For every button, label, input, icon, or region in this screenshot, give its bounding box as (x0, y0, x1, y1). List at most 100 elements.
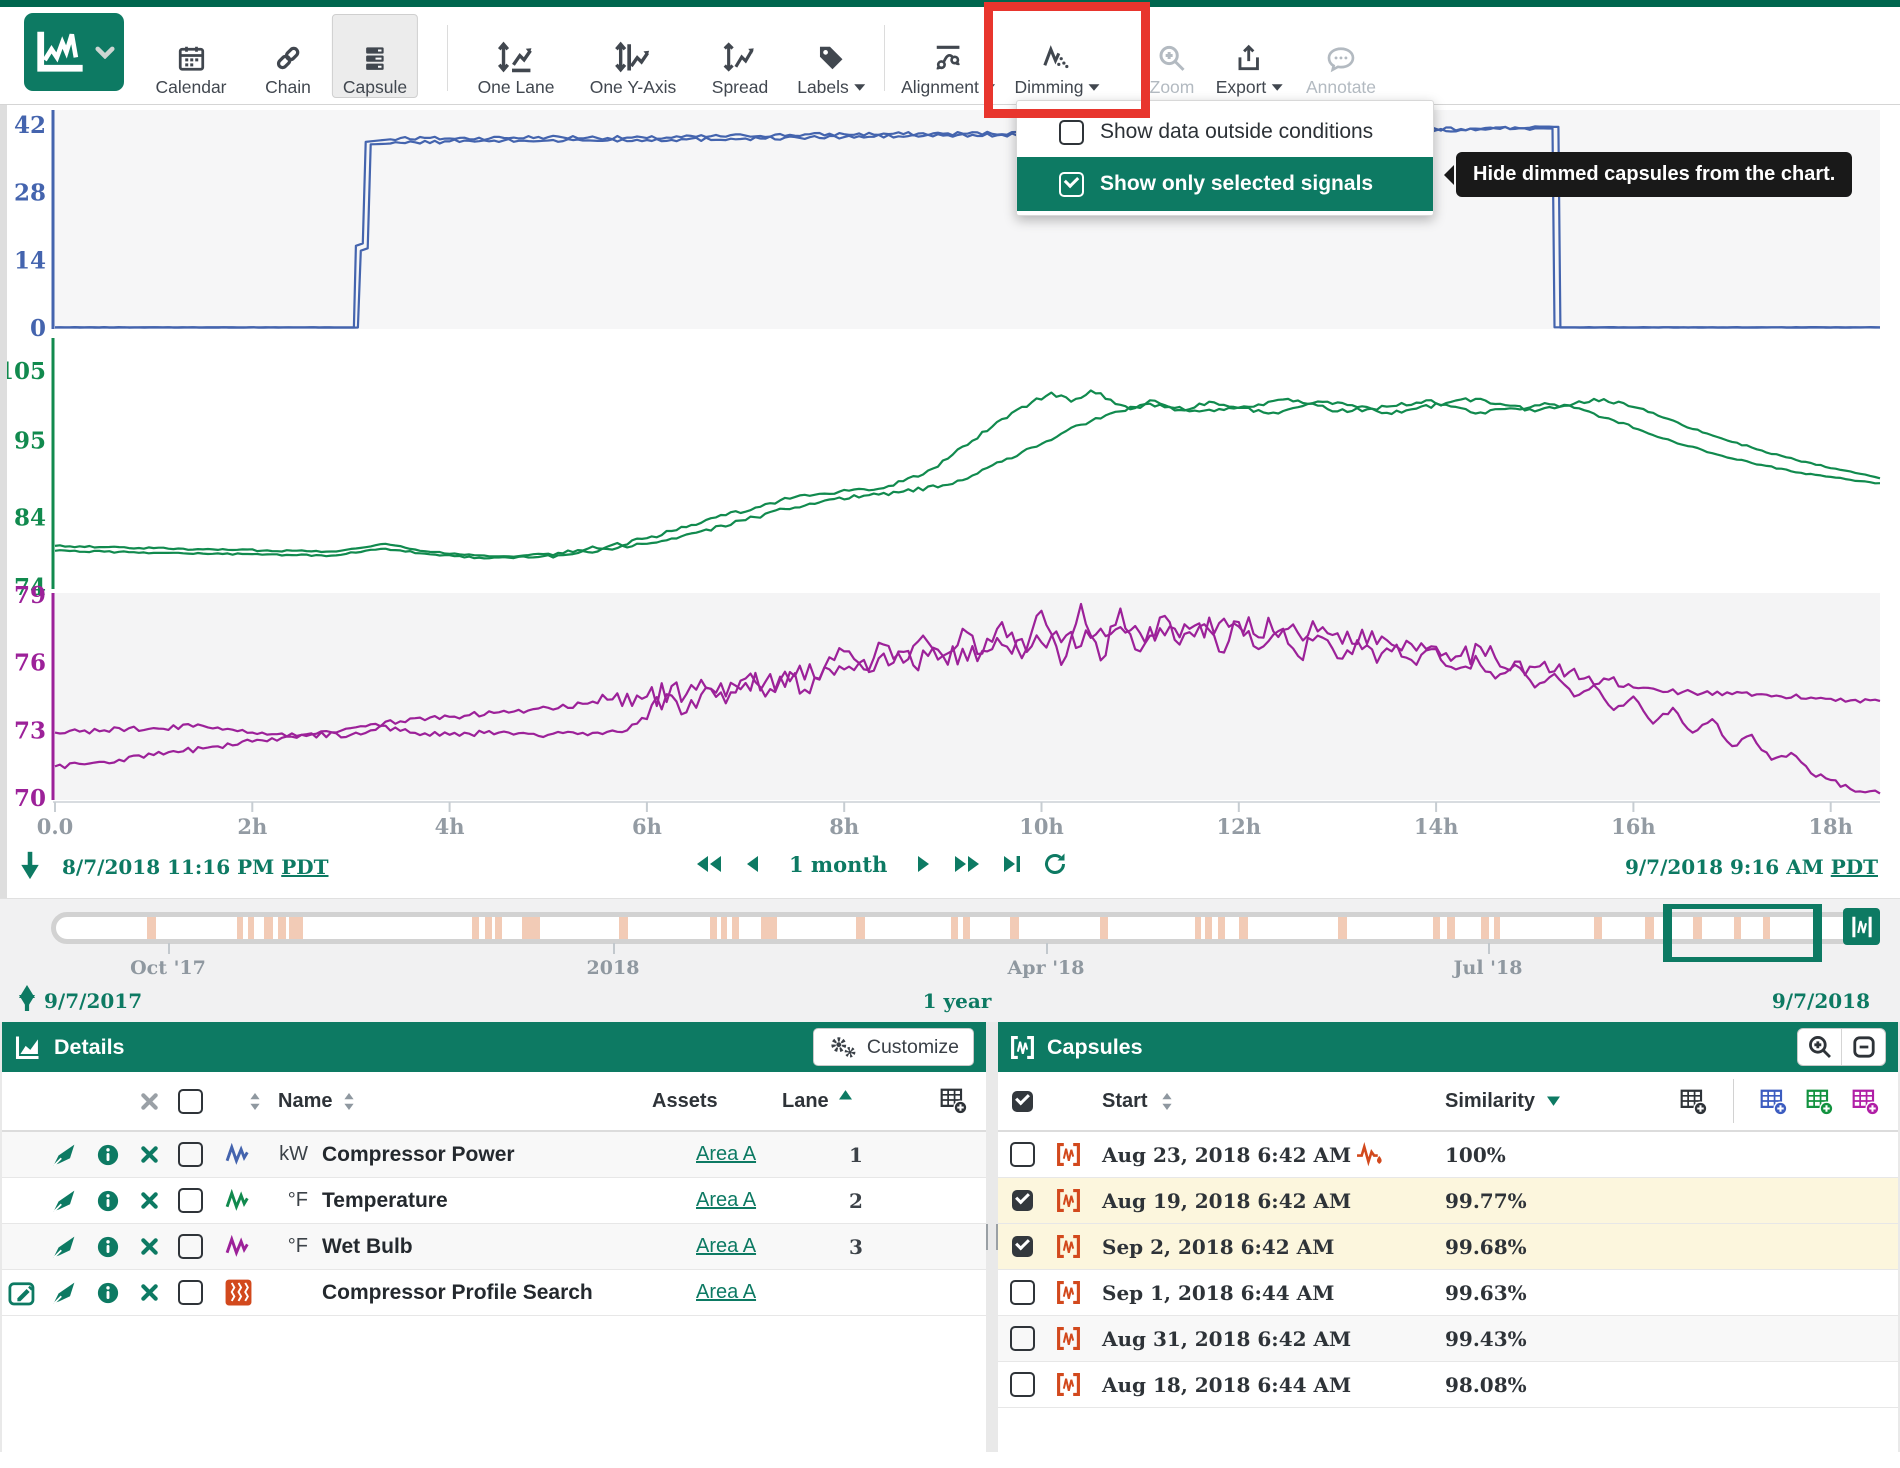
annotate-icon (1325, 32, 1357, 74)
rocket-icon[interactable] (42, 1235, 86, 1259)
capsule-row[interactable]: Aug 23, 2018 6:42 AM 100% (998, 1132, 1898, 1178)
row-checkbox[interactable] (168, 1234, 212, 1259)
asset-link[interactable]: Area A (696, 1189, 757, 1211)
capsule-row[interactable]: Aug 19, 2018 6:42 AM 99.77% (998, 1178, 1898, 1224)
checkbox-unchecked-icon[interactable] (1059, 119, 1084, 145)
toolbar-button-annotate[interactable]: Annotate (1296, 15, 1386, 97)
info-icon[interactable] (86, 1190, 130, 1212)
details-row[interactable]: Compressor Profile Search Area A (2, 1270, 986, 1316)
trend-view-selector-button[interactable] (24, 13, 124, 91)
toolbar-button-one-y-axis[interactable]: One Y-Axis (580, 15, 687, 97)
zoom-in-icon[interactable] (1798, 1029, 1841, 1065)
panel-splitter[interactable] (986, 1022, 998, 1452)
timeline-track[interactable] (51, 912, 1864, 944)
toolbar-button-export[interactable]: Export (1206, 15, 1293, 97)
customize-button[interactable]: Customize (812, 1028, 974, 1066)
toolbar-button-alignment[interactable]: Alignment (891, 15, 1005, 97)
capsule-checkbox[interactable] (998, 1236, 1046, 1257)
add-column-blue-icon[interactable] (1759, 1087, 1788, 1116)
range-duration-label[interactable]: 1 month (789, 851, 888, 877)
add-column-icon[interactable] (939, 1086, 968, 1115)
timezone-link[interactable]: PDT (1830, 855, 1878, 879)
selection-right-handle[interactable] (1813, 904, 1823, 962)
column-start[interactable]: Start (1102, 1089, 1148, 1112)
item-name[interactable]: Wet Bulb (322, 1234, 413, 1258)
sort-icon[interactable] (212, 1092, 264, 1110)
asset-link[interactable]: Area A (696, 1143, 757, 1165)
toolbar-button-one-lane[interactable]: One Lane (468, 15, 565, 97)
remove-icon[interactable] (130, 1283, 168, 1302)
display-range-end[interactable]: 9/7/2018 9:16 AM PDT (1625, 855, 1878, 879)
timeline-start-date[interactable]: 9/7/2017 (44, 989, 143, 1013)
capsule-checkbox[interactable] (998, 1326, 1046, 1351)
step-forward-button[interactable] (917, 854, 931, 874)
rocket-icon[interactable] (42, 1189, 86, 1213)
asset-link[interactable]: Area A (696, 1235, 757, 1257)
details-row[interactable]: kW Compressor Power Area A 1 (2, 1132, 986, 1178)
checkbox-checked-icon[interactable] (1059, 171, 1084, 197)
rocket-icon[interactable] (42, 1281, 86, 1305)
toolbar-button-capsule[interactable]: Capsule (331, 14, 419, 98)
capsule-icon (1046, 1280, 1090, 1305)
info-icon[interactable] (86, 1236, 130, 1258)
selection-left-handle[interactable] (1662, 904, 1672, 962)
column-similarity[interactable]: Similarity (1445, 1089, 1536, 1112)
column-lane[interactable]: Lane (782, 1089, 829, 1112)
menu-item-show-only-selected-signals[interactable]: Show only selected signals (1017, 157, 1433, 211)
edit-icon[interactable] (7, 1279, 37, 1307)
capsule-row[interactable]: Aug 31, 2018 6:42 AM 99.43% (998, 1316, 1898, 1362)
timezone-link[interactable]: PDT (281, 855, 329, 879)
rocket-icon[interactable] (42, 1143, 86, 1167)
remove-icon[interactable] (130, 1237, 168, 1256)
sort-icon[interactable] (344, 1092, 355, 1110)
item-name[interactable]: Compressor Power (322, 1142, 515, 1166)
collapse-icon[interactable] (1841, 1029, 1885, 1065)
info-icon[interactable] (86, 1144, 130, 1166)
toolbar-button-labels[interactable]: Labels (787, 15, 875, 97)
timeline-duration[interactable]: 1 year (922, 989, 992, 1013)
jump-back-button[interactable] (695, 854, 723, 874)
display-range-start[interactable]: 8/7/2018 11:16 PM PDT (62, 855, 329, 879)
capsule-checkbox[interactable] (998, 1280, 1046, 1305)
toolbar-button-calendar[interactable]: Calendar (145, 15, 236, 97)
toolbar-button-dimming[interactable]: Dimming (1004, 15, 1109, 97)
go-to-now-button[interactable] (1003, 854, 1021, 874)
menu-item-show-data-outside-conditions[interactable]: Show data outside conditions (1017, 107, 1433, 157)
timeline-end-date[interactable]: 9/7/2018 (1771, 989, 1870, 1013)
row-checkbox[interactable] (168, 1142, 212, 1167)
asset-link[interactable]: Area A (696, 1281, 757, 1303)
toolbar-button-chain[interactable]: Chain (255, 15, 321, 97)
sort-icon[interactable] (1161, 1092, 1172, 1110)
toolbar-button-zoom[interactable]: Zoom (1140, 15, 1205, 97)
capsule-checkbox[interactable] (998, 1190, 1046, 1211)
info-icon[interactable] (86, 1282, 130, 1304)
capsule-row[interactable]: Sep 1, 2018 6:44 AM 99.63% (998, 1270, 1898, 1316)
jump-forward-button[interactable] (953, 854, 981, 874)
row-checkbox[interactable] (168, 1188, 212, 1213)
add-column-green-icon[interactable] (1805, 1087, 1834, 1116)
toolbar-button-spread[interactable]: Spread (702, 15, 778, 97)
capsule-row[interactable]: Sep 2, 2018 6:42 AM 99.68% (998, 1224, 1898, 1270)
add-column-magenta-icon[interactable] (1851, 1087, 1880, 1116)
column-name[interactable]: Name (278, 1089, 333, 1112)
capsule-row[interactable]: Aug 18, 2018 6:44 AM 98.08% (998, 1362, 1898, 1408)
refresh-button[interactable] (1043, 851, 1067, 877)
row-checkbox[interactable] (168, 1280, 212, 1305)
trend-chart[interactable]: 42 28 14 0 105 95 84 74 79 76 73 70 0.0 2h 4h 6h 8h 10h 12… (0, 104, 1900, 898)
item-name[interactable]: Compressor Profile Search (322, 1280, 593, 1304)
capsule-checkbox[interactable] (998, 1142, 1046, 1167)
select-all-capsules-checkbox[interactable] (998, 1090, 1046, 1112)
remove-icon[interactable] (130, 1145, 168, 1164)
timeline-selected-region[interactable] (1662, 904, 1823, 962)
remove-all-icon[interactable] (130, 1092, 168, 1111)
details-row[interactable]: °F Wet Bulb Area A 3 (2, 1224, 986, 1270)
capsule-checkbox[interactable] (998, 1372, 1046, 1397)
select-all-checkbox[interactable] (168, 1088, 212, 1114)
details-row[interactable]: °F Temperature Area A 2 (2, 1178, 986, 1224)
timeline-capsule-zoom-button[interactable] (1843, 908, 1880, 945)
column-assets[interactable]: Assets (652, 1089, 718, 1112)
step-back-button[interactable] (745, 854, 759, 874)
remove-icon[interactable] (130, 1191, 168, 1210)
add-column-icon[interactable] (1679, 1087, 1708, 1116)
item-name[interactable]: Temperature (322, 1188, 448, 1212)
